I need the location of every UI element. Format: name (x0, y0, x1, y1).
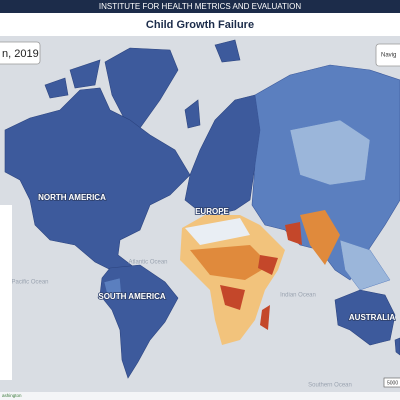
svalbard-uk (184, 39, 241, 129)
label-north-america: NORTH AMERICA (38, 193, 106, 202)
label-indian: Indian Ocean (280, 293, 316, 299)
central-asia (289, 119, 371, 186)
east-central-africa (220, 255, 278, 310)
australia (334, 289, 396, 346)
page-title: Child Growth Failure (146, 19, 254, 31)
sahel (190, 245, 270, 280)
andes-region (103, 277, 123, 301)
label-australia: AUSTRALIA (349, 313, 395, 322)
north-america (4, 87, 191, 291)
navigate-button[interactable] (375, 43, 400, 67)
legend-panel (0, 205, 12, 380)
attribution: ashington (2, 393, 22, 398)
header-bar (0, 0, 400, 13)
scale-text: 5000 (387, 380, 398, 386)
new-zealand (394, 337, 400, 356)
greenland (104, 47, 179, 129)
navigate-text: Navig (381, 53, 396, 59)
year-text: n, 2019 (2, 48, 39, 60)
madagascar (260, 305, 270, 330)
africa (180, 215, 285, 345)
southeast-asia (339, 239, 391, 291)
label-southern: Southern Ocean (308, 383, 352, 389)
label-europe: EUROPE (195, 207, 229, 216)
year-box[interactable] (0, 41, 41, 65)
pakistan-region (285, 222, 302, 245)
scale-bar (383, 377, 400, 388)
attribution-bar (0, 392, 400, 400)
label-atlantic: Atlantic Ocean (128, 260, 167, 266)
label-south-america: SOUTH AMERICA (98, 292, 165, 301)
south-asia (300, 210, 340, 265)
header-title: INSTITUTE FOR HEALTH METRICS AND EVALUAT… (99, 2, 301, 11)
arctic-islands (44, 59, 101, 99)
title-bar (0, 13, 400, 36)
north-africa (185, 218, 250, 245)
label-pacific: Pacific Ocean (11, 280, 48, 286)
